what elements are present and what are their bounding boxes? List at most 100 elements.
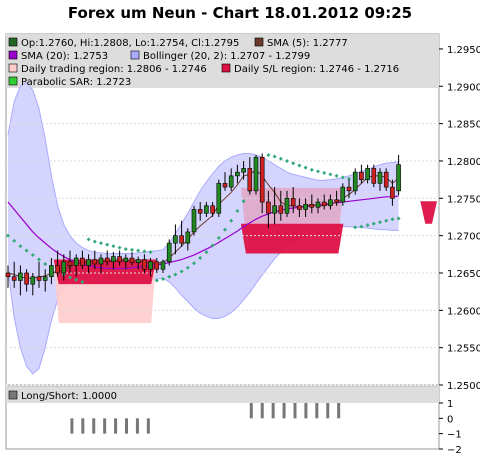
sar-point [316,169,320,174]
sar-point [86,237,91,242]
legend-label: Daily trading region: 1.2806 - 1.2746 [21,64,207,75]
candle-body [204,205,209,214]
candle-body [148,261,153,270]
candle-body [86,259,91,266]
candle-body [142,259,147,270]
candle-body [42,276,48,281]
candle-body [111,256,116,263]
long-short-bar [282,403,286,419]
candle-body [228,175,234,188]
candle-body [396,164,401,192]
sar-point [216,235,221,240]
candle-body [359,171,364,180]
sar-point [123,247,128,252]
y-tick-label: 1.2800 [447,157,480,168]
sar-point [148,250,153,255]
sar-point [74,277,79,282]
sar-point [371,221,376,226]
candle-body [80,257,85,266]
candle-body [247,168,253,192]
sar-point [347,176,351,181]
candle-body [303,203,308,210]
candles [5,153,401,296]
candle-body [266,201,271,214]
sar-point [167,274,172,279]
candle-body [55,265,60,274]
sar-point [179,269,184,274]
candle-body [49,265,54,278]
legend-swatch [8,50,18,60]
sar-point [80,279,85,284]
candle-body [371,168,377,184]
sar-point [192,261,196,266]
long-short-bar [70,418,74,434]
y-tick-label: 1.2950 [447,45,480,56]
candle-body [272,205,277,214]
parabolic-sar [6,152,401,284]
candle-body [123,257,129,263]
candle-body [67,261,73,266]
legend-swatch [8,63,18,73]
sar-point [384,218,389,223]
long-short-bar [146,418,150,434]
sar-point [142,249,147,254]
sar-point [37,257,41,262]
candle-body [253,156,259,192]
sub-y-tick-label: 0 [447,414,453,425]
sar-point [278,156,283,161]
candle-body [135,259,141,263]
sar-point [340,175,345,180]
candle-body [185,231,191,244]
candle-body [36,276,42,281]
sar-point [272,154,277,159]
candle-body [377,171,383,184]
sar-point [334,173,339,178]
sar-point [161,276,165,281]
candle-body [117,256,122,263]
candle-body [30,276,36,285]
sar-point [210,243,215,248]
candle-body [173,235,178,244]
sar-point [241,199,246,204]
sar-point [297,163,302,168]
candle-body [340,186,346,203]
sar-point [18,244,23,249]
candle-body [334,199,339,203]
candle-body [98,257,104,265]
candle-body [328,199,333,207]
sar-point [130,247,134,252]
legend-swatch [8,76,18,86]
legend: Op:1.2760, Hi:1.2808, Lo:1.2754, Cl:1.27… [8,37,399,88]
y-axis: 1.2950 1.2900 1.2850 1.2800 1.2750 1.2700 1.26… [439,45,480,392]
sar-point [229,218,234,223]
candle-body [154,261,160,270]
sar-point [92,239,97,244]
long-short-bar [81,418,85,434]
legend-label: SMA (20): 1.2753 [21,51,108,62]
long-short-bar [315,403,319,419]
sar-point [378,220,382,225]
sar-point [285,158,289,163]
candle-body [297,205,302,210]
chart-title: Forex um Neun - Chart 18.01.2012 09:25 [68,4,412,22]
y-tick-label: 1.2750 [447,194,480,205]
long-short-bar [135,418,139,434]
sar-point [266,152,271,157]
candle-body [315,201,321,208]
sar-point [198,256,203,261]
sar-point [43,262,48,267]
candle-body [352,171,358,192]
legend-label: Parabolic SAR: 1.2723 [21,77,131,88]
legend-swatch [254,37,264,47]
candle-body [5,272,11,278]
candle-body [309,203,315,208]
candle-body [383,171,389,188]
candle-body [18,272,23,281]
y-tick-label: 1.2500 [447,381,480,392]
candle-body [235,171,240,177]
sar-point [154,278,159,283]
candle-body [24,272,29,285]
candle-body [191,209,197,233]
candle-body [92,259,98,265]
sl-region [240,223,344,254]
